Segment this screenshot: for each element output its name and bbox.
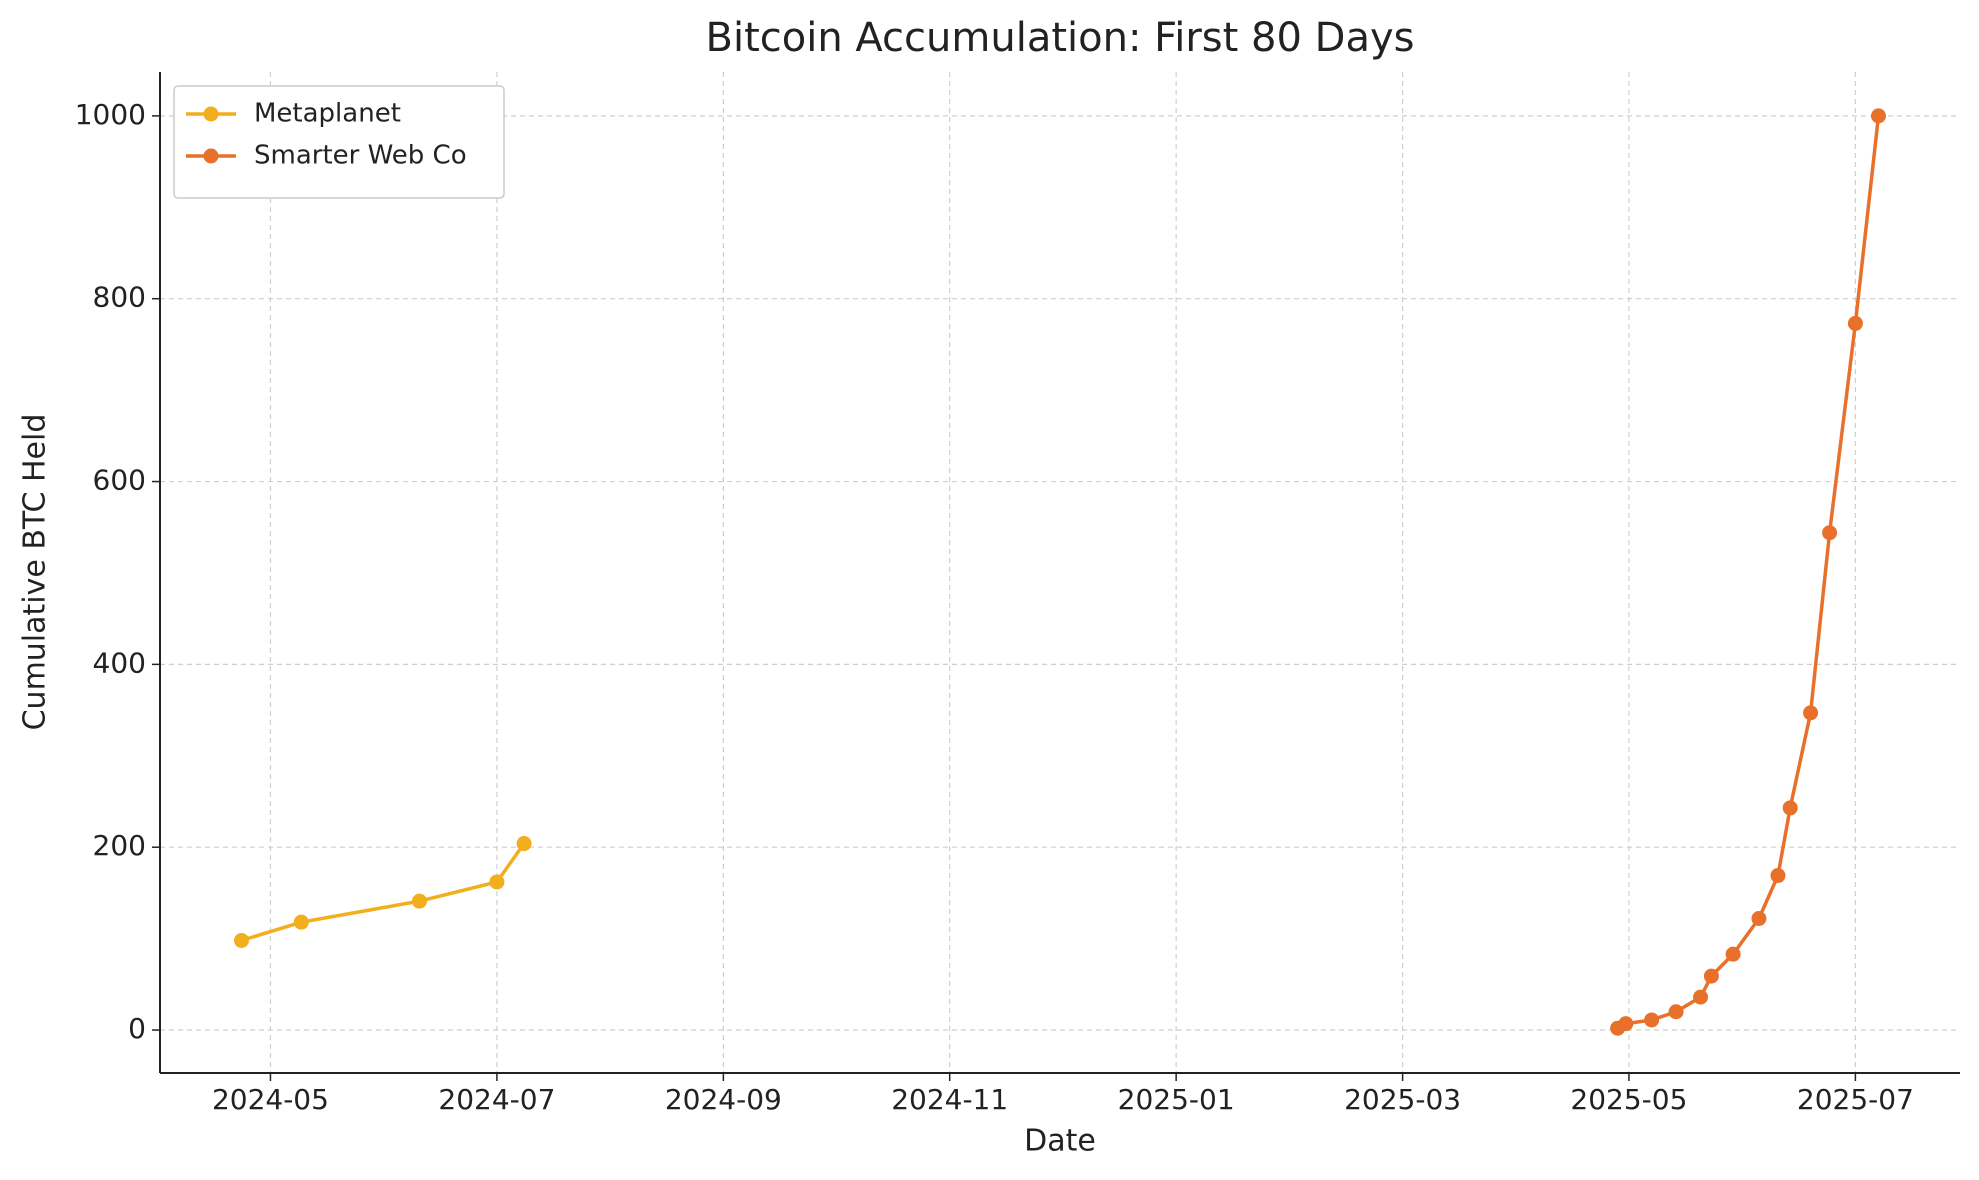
- data-point: [1693, 989, 1709, 1005]
- legend-marker: [203, 106, 219, 122]
- data-point: [411, 893, 427, 909]
- data-point: [234, 932, 250, 948]
- data-point: [1770, 868, 1786, 884]
- data-point: [1803, 705, 1819, 721]
- chart-title: Bitcoin Accumulation: First 80 Days: [706, 15, 1415, 61]
- x-axis-label: Date: [1024, 1124, 1096, 1159]
- x-tick-label: 2025-01: [1118, 1083, 1235, 1116]
- y-tick-label: 200: [93, 829, 146, 862]
- data-point: [1668, 1004, 1684, 1020]
- x-tick-label: 2024-11: [891, 1083, 1008, 1116]
- data-point: [1847, 315, 1863, 331]
- y-tick-label: 1000: [75, 98, 146, 131]
- legend-box: [173, 85, 505, 199]
- y-axis-label: Cumulative BTC Held: [18, 414, 53, 731]
- data-point: [1822, 525, 1838, 541]
- data-point: [1725, 946, 1741, 962]
- x-tick-label: 2024-07: [438, 1083, 555, 1116]
- data-point: [1618, 1016, 1634, 1032]
- y-tick-label: 600: [93, 464, 146, 497]
- legend-label: Smarter Web Co: [254, 141, 467, 171]
- legend-marker: [203, 148, 219, 164]
- x-tick-label: 2025-05: [1570, 1083, 1687, 1116]
- x-tick-label: 2025-03: [1344, 1083, 1461, 1116]
- data-point: [1751, 911, 1767, 927]
- legend-label: Metaplanet: [254, 99, 401, 129]
- y-tick-label: 0: [128, 1012, 146, 1045]
- data-point: [1644, 1012, 1660, 1028]
- series-line: [240, 842, 526, 943]
- data-point: [516, 836, 532, 852]
- y-tick-label: 800: [93, 281, 146, 314]
- x-tick-label: 2024-09: [665, 1083, 782, 1116]
- series-line: [1616, 115, 1881, 1030]
- data-point: [489, 874, 505, 890]
- data-point: [1703, 968, 1719, 984]
- data-point: [1870, 108, 1886, 124]
- data-point: [293, 914, 309, 930]
- x-tick-label: 2024-05: [212, 1083, 329, 1116]
- x-tick-label: 2025-07: [1797, 1083, 1914, 1116]
- data-point: [1782, 800, 1798, 816]
- y-tick-label: 400: [93, 646, 146, 679]
